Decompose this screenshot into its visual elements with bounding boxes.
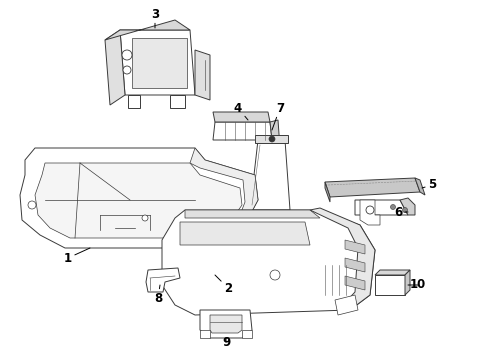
Circle shape	[391, 204, 395, 210]
Polygon shape	[195, 50, 210, 100]
Circle shape	[270, 270, 280, 280]
Polygon shape	[105, 30, 125, 105]
Polygon shape	[213, 122, 272, 140]
Polygon shape	[132, 38, 187, 88]
Polygon shape	[310, 208, 375, 310]
Polygon shape	[185, 210, 320, 218]
Polygon shape	[355, 200, 408, 215]
Polygon shape	[335, 295, 358, 315]
Polygon shape	[345, 258, 365, 272]
Circle shape	[366, 206, 374, 214]
Polygon shape	[325, 182, 330, 202]
Circle shape	[123, 66, 131, 74]
Text: 6: 6	[394, 206, 408, 219]
Polygon shape	[170, 95, 185, 108]
Polygon shape	[400, 198, 415, 215]
Polygon shape	[345, 276, 365, 290]
Polygon shape	[360, 200, 380, 225]
Text: 10: 10	[408, 279, 426, 292]
Polygon shape	[200, 330, 210, 338]
Polygon shape	[255, 135, 288, 143]
Text: 4: 4	[234, 102, 248, 120]
Polygon shape	[242, 330, 252, 338]
Circle shape	[28, 201, 36, 209]
Polygon shape	[375, 275, 405, 295]
Polygon shape	[213, 112, 270, 122]
Text: 9: 9	[222, 336, 230, 348]
Polygon shape	[120, 30, 195, 95]
Polygon shape	[162, 210, 375, 315]
Text: 7: 7	[272, 102, 284, 130]
Polygon shape	[146, 268, 180, 292]
Polygon shape	[128, 95, 140, 108]
Polygon shape	[250, 140, 290, 210]
Polygon shape	[375, 270, 410, 275]
Polygon shape	[270, 120, 280, 148]
Polygon shape	[190, 148, 258, 245]
Polygon shape	[180, 222, 310, 245]
Polygon shape	[35, 163, 242, 238]
Circle shape	[142, 215, 148, 221]
Text: 5: 5	[422, 179, 436, 192]
Text: 2: 2	[215, 275, 232, 294]
Text: 3: 3	[151, 8, 159, 28]
Polygon shape	[210, 315, 242, 333]
Polygon shape	[105, 20, 190, 40]
Circle shape	[122, 50, 132, 60]
Polygon shape	[20, 148, 258, 248]
Polygon shape	[200, 310, 252, 338]
Polygon shape	[325, 178, 420, 197]
Text: 1: 1	[64, 248, 90, 265]
Polygon shape	[405, 270, 410, 295]
Text: 8: 8	[154, 285, 162, 305]
Polygon shape	[345, 240, 365, 254]
Polygon shape	[415, 178, 425, 195]
Circle shape	[402, 207, 408, 212]
Circle shape	[269, 136, 275, 142]
